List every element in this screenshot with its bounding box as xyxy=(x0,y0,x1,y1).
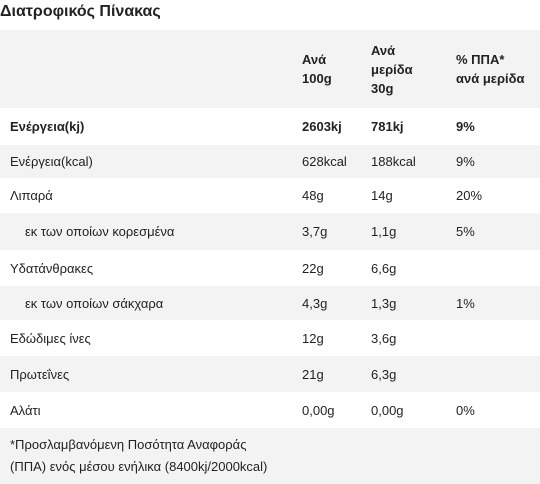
cell: Αλάτι xyxy=(10,402,41,418)
cell: 2603kj xyxy=(302,119,342,134)
header-cell: Ανά μερίδα 30g xyxy=(361,30,446,108)
header-cell xyxy=(0,30,292,108)
cell xyxy=(446,356,540,392)
cell: 0,00g xyxy=(371,402,404,418)
row: Πρωτεΐνες 21g 6,3g xyxy=(0,356,540,392)
footnote: *Προσλαμβανόμενη Ποσότητα Αναφοράς (ΠΠΑ) … xyxy=(0,428,540,484)
row: Λιπαρά 48g 14g 20% xyxy=(0,178,540,213)
cell: 1,3g xyxy=(361,286,446,320)
cell: 0,00g xyxy=(302,402,335,418)
cell: Υδατάνθρακες xyxy=(10,260,94,276)
header-line: 100g xyxy=(302,71,332,86)
footnote-line: (ΠΠΑ) ενός μέσου ενήλικα (8400kj/2000kca… xyxy=(10,459,268,474)
cell: 6,6g xyxy=(371,260,397,276)
footnote-line: *Προσλαμβανόμενη Ποσότητα Αναφοράς xyxy=(10,437,247,452)
cell: 9% xyxy=(456,119,475,134)
header-line: Ανά xyxy=(302,52,327,67)
row: Υδατάνθρακες 22g 6,6g xyxy=(0,250,540,286)
cell: 781kj xyxy=(371,119,404,134)
cell: 4,3g xyxy=(292,286,361,320)
cell: Ενέργεια(kj) xyxy=(10,119,85,134)
header-line: ανά μερίδα xyxy=(456,71,525,86)
title: Διατροφικός Πίνακας xyxy=(0,3,161,20)
cell: 628kcal xyxy=(292,145,361,178)
cell: 12g xyxy=(302,330,324,346)
cell: Λιπαρά xyxy=(10,188,53,203)
cell: 48g xyxy=(302,188,324,203)
header-cell: % ΠΠΑ* ανά μερίδα xyxy=(446,30,540,108)
row: Ενέργεια(kj) 2603kj 781kj 9% xyxy=(0,108,540,145)
cell: 5% xyxy=(446,213,540,250)
row: Ενέργεια(kcal) 628kcal 188kcal 9% xyxy=(0,145,540,178)
header-line: Ανά xyxy=(371,42,396,58)
cell: 9% xyxy=(446,145,540,178)
cell: εκ των οποίων σάκχαρα xyxy=(0,286,292,320)
cell: 3,7g xyxy=(292,213,361,250)
footnote-row: *Προσλαμβανόμενη Ποσότητα Αναφοράς (ΠΠΑ) … xyxy=(0,428,540,484)
row: εκ των οποίων κορεσμένα 3,7g 1,1g 5% xyxy=(0,213,540,250)
header-line: 30g xyxy=(371,80,394,96)
cell: 21g xyxy=(292,356,361,392)
cell: 0% xyxy=(456,402,475,418)
header-line: μερίδα xyxy=(371,61,413,77)
cell: 6,3g xyxy=(361,356,446,392)
cell: Ενέργεια(kcal) xyxy=(0,145,292,178)
cell: 1% xyxy=(446,286,540,320)
cell: Πρωτεΐνες xyxy=(0,356,292,392)
header-cell: Ανά 100g xyxy=(292,30,361,108)
cell: 3,6g xyxy=(371,330,397,346)
cell: Εδώδιμες ίνες xyxy=(10,330,91,346)
row: Αλάτι 0,00g 0,00g 0% xyxy=(0,392,540,428)
cell xyxy=(446,250,540,286)
cell: 22g xyxy=(302,260,324,276)
cell: εκ των οποίων κορεσμένα xyxy=(0,213,292,250)
cell: 20% xyxy=(456,188,483,203)
cell: 1,1g xyxy=(361,213,446,250)
nutrition-table: Ανά 100g Ανά μερίδα 30g % ΠΠΑ* ανά μερίδα Εν… xyxy=(0,30,540,484)
cell: 188kcal xyxy=(361,145,446,178)
cell: 14g xyxy=(371,188,393,203)
header-line: % ΠΠΑ* xyxy=(456,52,505,67)
cell xyxy=(446,320,540,356)
row: εκ των οποίων σάκχαρα 4,3g 1,3g 1% xyxy=(0,286,540,320)
header-row: Ανά 100g Ανά μερίδα 30g % ΠΠΑ* ανά μερίδα xyxy=(0,30,540,108)
row: Εδώδιμες ίνες 12g 3,6g xyxy=(0,320,540,356)
